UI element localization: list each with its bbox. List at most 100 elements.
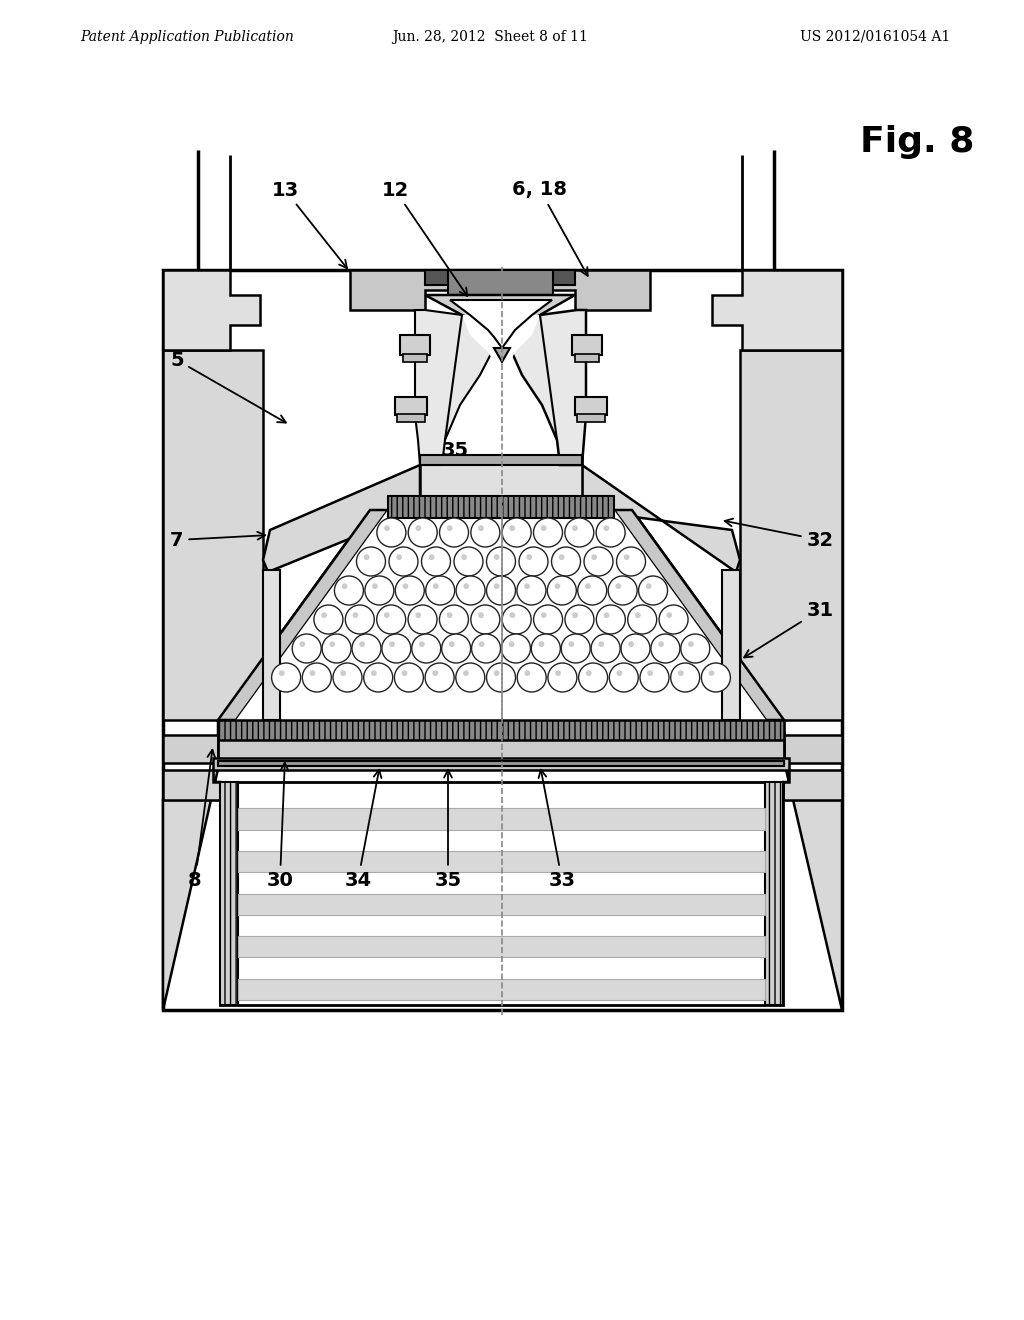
Circle shape <box>624 554 630 560</box>
Circle shape <box>478 612 484 618</box>
Circle shape <box>429 554 434 560</box>
Bar <box>238 978 765 1001</box>
Circle shape <box>394 663 423 692</box>
Circle shape <box>509 525 515 531</box>
Bar <box>420 498 582 510</box>
Circle shape <box>302 663 332 692</box>
Circle shape <box>322 612 327 618</box>
Circle shape <box>502 634 530 663</box>
Circle shape <box>615 583 622 589</box>
Circle shape <box>323 634 351 663</box>
Bar <box>395 397 427 414</box>
Circle shape <box>494 671 500 676</box>
Circle shape <box>651 634 680 663</box>
Text: 32: 32 <box>725 519 834 549</box>
Circle shape <box>416 525 421 531</box>
Text: 34: 34 <box>344 770 382 890</box>
Circle shape <box>678 671 684 676</box>
Polygon shape <box>582 465 740 572</box>
Polygon shape <box>462 315 540 370</box>
Circle shape <box>395 576 424 605</box>
Circle shape <box>658 642 664 647</box>
Text: 7: 7 <box>170 531 265 549</box>
Bar <box>163 271 842 1010</box>
Circle shape <box>377 605 406 634</box>
Circle shape <box>472 634 501 663</box>
Circle shape <box>352 612 358 618</box>
Polygon shape <box>388 496 614 517</box>
Text: 30: 30 <box>266 763 294 890</box>
Circle shape <box>603 612 609 618</box>
Circle shape <box>509 642 514 647</box>
Circle shape <box>441 634 471 663</box>
Text: 35: 35 <box>441 441 469 459</box>
Bar <box>575 397 607 414</box>
Bar <box>220 781 238 1005</box>
Bar <box>213 758 790 770</box>
Circle shape <box>616 671 623 676</box>
Polygon shape <box>415 310 494 465</box>
Text: 35: 35 <box>434 770 462 890</box>
Polygon shape <box>218 719 784 741</box>
Circle shape <box>646 583 651 589</box>
Circle shape <box>409 517 437 546</box>
Circle shape <box>709 671 715 676</box>
Text: US 2012/0161054 A1: US 2012/0161054 A1 <box>800 30 950 44</box>
Circle shape <box>539 642 545 647</box>
Circle shape <box>335 576 364 605</box>
Circle shape <box>359 642 365 647</box>
Polygon shape <box>218 510 388 719</box>
Polygon shape <box>163 350 263 719</box>
Circle shape <box>621 634 650 663</box>
Circle shape <box>352 634 381 663</box>
Circle shape <box>534 605 562 634</box>
Circle shape <box>586 671 592 676</box>
Bar <box>572 335 602 355</box>
Polygon shape <box>614 510 784 719</box>
Circle shape <box>419 642 425 647</box>
Polygon shape <box>494 348 510 362</box>
Polygon shape <box>722 570 740 719</box>
Circle shape <box>402 583 409 589</box>
Circle shape <box>671 663 699 692</box>
Circle shape <box>596 517 625 546</box>
Circle shape <box>422 546 451 576</box>
Bar <box>218 733 784 763</box>
Circle shape <box>598 642 604 647</box>
Circle shape <box>454 546 483 576</box>
Polygon shape <box>450 300 552 348</box>
Circle shape <box>389 546 418 576</box>
Circle shape <box>547 576 577 605</box>
Circle shape <box>541 612 547 618</box>
Circle shape <box>384 612 390 618</box>
Circle shape <box>572 612 578 618</box>
Circle shape <box>486 546 515 576</box>
Circle shape <box>456 576 485 605</box>
Circle shape <box>579 663 607 692</box>
Circle shape <box>439 517 469 546</box>
Circle shape <box>432 671 438 676</box>
Circle shape <box>701 663 730 692</box>
Circle shape <box>364 663 393 692</box>
Circle shape <box>603 525 609 531</box>
Circle shape <box>279 671 285 676</box>
Circle shape <box>591 554 597 560</box>
Circle shape <box>541 525 547 531</box>
Polygon shape <box>712 271 842 350</box>
Bar <box>765 781 783 1005</box>
Circle shape <box>425 663 454 692</box>
Circle shape <box>371 671 377 676</box>
Circle shape <box>416 612 421 618</box>
Circle shape <box>314 605 343 634</box>
Circle shape <box>572 525 578 531</box>
Circle shape <box>552 546 581 576</box>
Circle shape <box>524 671 530 676</box>
Circle shape <box>356 546 385 576</box>
Circle shape <box>401 671 408 676</box>
Circle shape <box>446 525 453 531</box>
Bar <box>403 354 427 362</box>
Polygon shape <box>263 570 280 719</box>
Polygon shape <box>740 350 842 719</box>
Circle shape <box>616 546 645 576</box>
Circle shape <box>555 583 560 589</box>
